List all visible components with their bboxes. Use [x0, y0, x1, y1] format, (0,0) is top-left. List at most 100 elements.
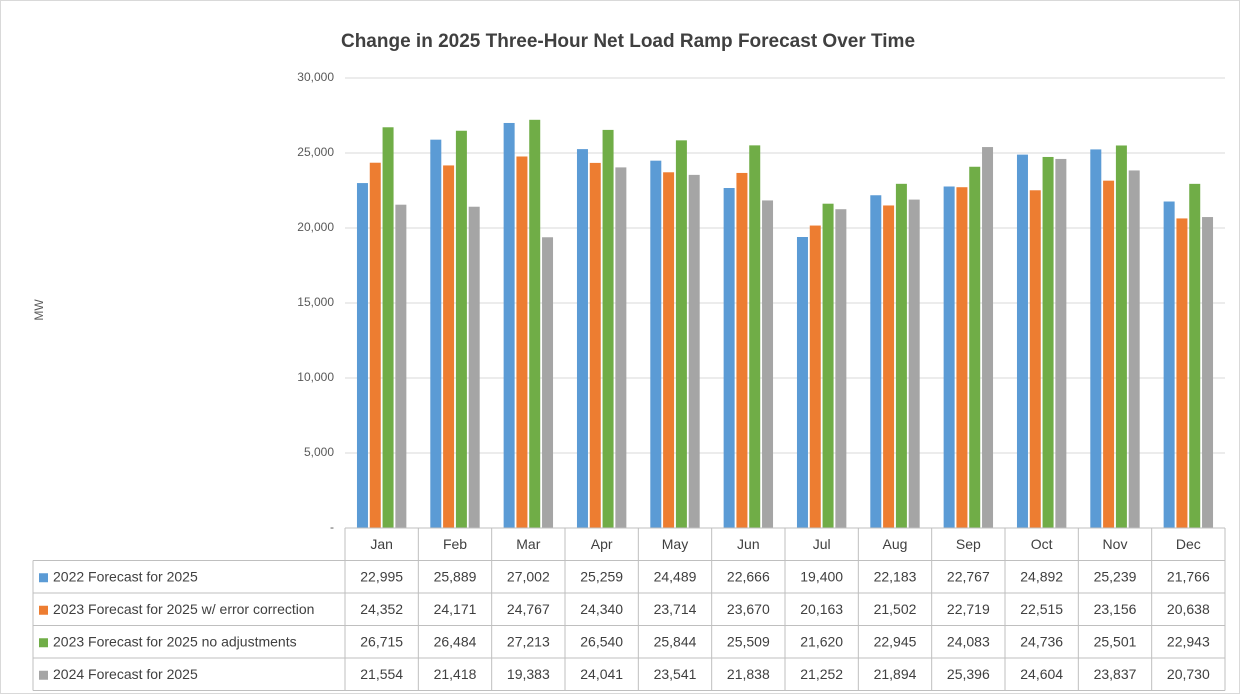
table-value: 21,838	[727, 666, 770, 682]
bar	[468, 206, 480, 529]
table-value: 21,418	[434, 666, 477, 682]
legend-key	[39, 638, 48, 648]
x-tick-label: May	[662, 536, 688, 552]
bar	[835, 209, 847, 528]
bar	[956, 187, 968, 528]
table-value: 26,484	[434, 633, 477, 649]
y-axis-label: MW	[32, 299, 46, 321]
y-tick-label: 10,000	[297, 370, 334, 384]
bar	[1128, 170, 1140, 528]
table-value: 25,889	[434, 568, 477, 584]
legend-label: 2023 Forecast for 2025 no adjustments	[53, 633, 297, 649]
table-value: 22,945	[874, 633, 917, 649]
bar	[529, 119, 541, 529]
bar	[1055, 158, 1067, 528]
bar	[908, 199, 920, 528]
bar	[542, 237, 554, 528]
table-value: 23,714	[654, 601, 697, 617]
y-tick-label: 15,000	[297, 295, 334, 309]
table-value: 24,171	[434, 601, 477, 617]
table-value: 24,083	[947, 633, 990, 649]
legend-key	[39, 670, 48, 680]
y-tick-label: 5,000	[304, 445, 334, 459]
bar	[589, 162, 601, 528]
bar	[870, 195, 882, 528]
table-value: 23,156	[1094, 601, 1137, 617]
bar	[943, 186, 955, 528]
bar	[796, 237, 808, 528]
bar	[1103, 180, 1115, 528]
x-tick-label: Sep	[956, 536, 981, 552]
table-value: 20,638	[1167, 601, 1210, 617]
table-value: 21,554	[360, 666, 403, 682]
bar	[895, 183, 907, 528]
bar	[1189, 183, 1201, 529]
bar	[1090, 149, 1102, 529]
y-tick-label: 20,000	[297, 220, 334, 234]
table-value: 22,515	[1020, 601, 1063, 617]
table-value: 24,604	[1020, 666, 1063, 682]
bar	[663, 172, 675, 529]
table-value: 27,002	[507, 568, 550, 584]
bar	[356, 183, 368, 528]
table-value: 22,719	[947, 601, 990, 617]
legend-key	[39, 573, 48, 583]
x-tick-label: Oct	[1031, 536, 1053, 552]
bar	[675, 140, 687, 528]
legend-label: 2023 Forecast for 2025 w/ error correcti…	[53, 601, 314, 617]
x-tick-label: Aug	[883, 536, 908, 552]
bar	[688, 174, 700, 528]
bar	[455, 130, 467, 529]
bar	[982, 147, 994, 528]
table-value: 20,730	[1167, 666, 1210, 682]
bar	[809, 225, 821, 528]
table-value: 22,995	[360, 568, 403, 584]
bar	[1042, 156, 1054, 528]
bar	[1029, 190, 1041, 528]
bar	[503, 122, 515, 528]
x-tick-label: Feb	[443, 536, 467, 552]
table-value: 27,213	[507, 633, 550, 649]
table-value: 22,183	[874, 568, 917, 584]
table-value: 23,837	[1094, 666, 1137, 682]
bar	[762, 200, 774, 528]
x-tick-label: Apr	[591, 536, 613, 552]
bar	[615, 167, 627, 528]
bar	[382, 127, 394, 529]
table-value: 23,670	[727, 601, 770, 617]
bar	[969, 166, 981, 528]
table-value: 23,541	[654, 666, 697, 682]
y-tick-label: 30,000	[297, 70, 334, 84]
x-tick-label: Nov	[1103, 536, 1128, 552]
table-value: 26,715	[360, 633, 403, 649]
x-tick-label: Jul	[813, 536, 831, 552]
table-value: 24,041	[580, 666, 623, 682]
bar	[395, 204, 407, 528]
x-tick-label: Dec	[1176, 536, 1201, 552]
table-value: 24,340	[580, 601, 623, 617]
table-value: 24,352	[360, 601, 403, 617]
table-value: 21,502	[874, 601, 917, 617]
x-tick-label: Jan	[370, 536, 393, 552]
bar	[369, 162, 381, 528]
bar	[430, 139, 442, 529]
bar	[883, 205, 895, 528]
bar	[650, 160, 662, 529]
bar	[1115, 145, 1127, 529]
x-tick-label: Mar	[516, 536, 540, 552]
bar	[1016, 154, 1028, 528]
table-value: 19,400	[800, 568, 843, 584]
bar	[602, 129, 614, 528]
table-value: 22,943	[1167, 633, 1210, 649]
bar	[723, 188, 735, 528]
bar	[516, 156, 528, 528]
table-value: 25,396	[947, 666, 990, 682]
table-value: 25,844	[654, 633, 697, 649]
bar	[822, 203, 834, 528]
bar	[576, 149, 588, 529]
table-value: 19,383	[507, 666, 550, 682]
table-value: 24,892	[1020, 568, 1063, 584]
table-value: 22,767	[947, 568, 990, 584]
y-tick-label: -	[330, 520, 334, 534]
